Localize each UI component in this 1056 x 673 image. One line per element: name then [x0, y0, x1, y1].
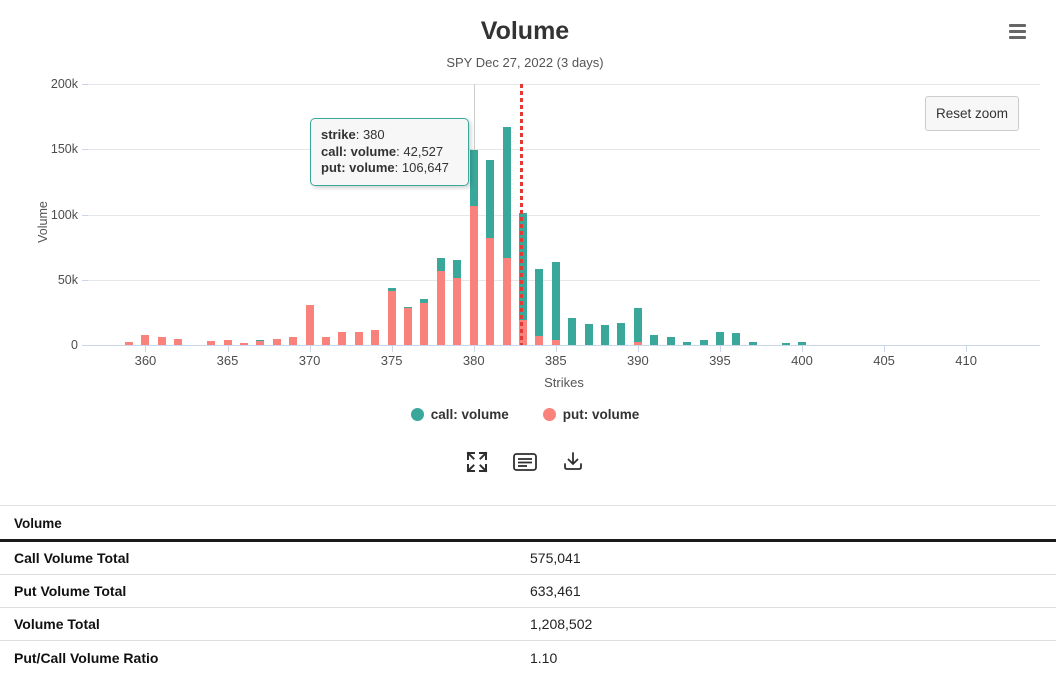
x-tick-label: 370	[298, 353, 321, 368]
put-bar[interactable]	[355, 331, 363, 345]
call-bar[interactable]	[519, 213, 527, 321]
put-bar[interactable]	[486, 237, 494, 345]
table-row: Volume Total 1,208,502	[0, 608, 1056, 641]
put-series-swatch	[542, 408, 556, 421]
y-tick-label: 50k	[57, 272, 78, 287]
call-bar[interactable]	[437, 258, 445, 271]
put-bar[interactable]	[158, 337, 166, 345]
put-bar[interactable]	[141, 334, 149, 345]
call-bar[interactable]	[420, 299, 428, 304]
put-bar[interactable]	[273, 339, 281, 345]
put-bar[interactable]	[634, 342, 642, 345]
table-row: Put Volume Total 633,461	[0, 575, 1056, 608]
table-row: Put/Call Volume Ratio 1.10	[14, 649, 558, 666]
x-tick-label: 400	[791, 353, 813, 368]
call-bar[interactable]	[634, 308, 642, 343]
put-bar[interactable]	[552, 340, 560, 345]
call-bar[interactable]	[256, 340, 264, 342]
call-bar[interactable]	[552, 262, 560, 341]
call-bar[interactable]	[650, 334, 658, 345]
put-bar[interactable]	[535, 335, 543, 345]
put-bar[interactable]	[503, 257, 511, 345]
call-bar[interactable]	[503, 127, 511, 258]
x-tick-label: 410	[955, 353, 977, 368]
call-bar[interactable]	[732, 333, 740, 345]
call-bar[interactable]	[716, 331, 724, 345]
call-bar[interactable]	[404, 306, 412, 308]
chart-toolbar	[0, 449, 1050, 475]
stats-table-header: Volume	[0, 506, 1056, 542]
put-bar[interactable]	[207, 341, 215, 345]
chart-tooltip: strike: 380 call: volume: 42,527 put: vo…	[310, 118, 469, 186]
call-bar[interactable]	[388, 287, 396, 292]
x-tick-label: 380	[462, 353, 485, 368]
volume-stats-table: Volume Call Volume Total 575,041 Put Vol…	[0, 505, 1056, 673]
call-bar[interactable]	[486, 159, 494, 238]
call-bar[interactable]	[782, 343, 790, 345]
y-tick-label: 150k	[50, 142, 78, 157]
x-tick-label: 375	[380, 353, 403, 368]
put-bar[interactable]	[224, 340, 232, 345]
call-bar[interactable]	[700, 340, 708, 345]
tooltip-strike-row: strike: 380	[321, 127, 385, 142]
call-bar[interactable]	[617, 322, 625, 345]
put-bar[interactable]	[470, 205, 478, 345]
call-bar[interactable]	[568, 317, 576, 345]
call-bar[interactable]	[453, 259, 461, 278]
hamburger-menu-icon[interactable]	[1009, 24, 1026, 39]
put-bar[interactable]	[256, 341, 264, 345]
call-bar[interactable]	[535, 269, 543, 336]
call-series-swatch	[410, 408, 424, 421]
put-bar[interactable]	[125, 342, 133, 345]
x-tick-label: 405	[873, 353, 895, 368]
expand-icon[interactable]	[464, 449, 490, 475]
put-bar[interactable]	[437, 270, 445, 345]
y-tick-label: 200k	[50, 77, 78, 91]
x-tick-label: 360	[134, 353, 157, 368]
put-bar[interactable]	[338, 331, 346, 345]
put-bar[interactable]	[388, 291, 396, 345]
put-bar[interactable]	[420, 303, 428, 345]
x-axis-title: Strikes	[544, 375, 584, 390]
reset-zoom-button[interactable]: Reset zoom	[925, 96, 1019, 131]
x-tick-label: 395	[709, 353, 731, 368]
chart-subtitle: SPY Dec 27, 2022 (3 days)	[446, 55, 604, 70]
call-bar[interactable]	[470, 150, 478, 206]
table-row: Call Volume Total 575,041	[0, 542, 1056, 575]
download-icon[interactable]	[560, 449, 586, 475]
call-bar[interactable]	[667, 337, 675, 345]
y-tick-label: 0	[71, 338, 78, 352]
put-bar[interactable]	[322, 336, 330, 345]
tooltip-call-row: call: volume: 42,527	[321, 143, 444, 159]
x-tick-label: 390	[627, 353, 649, 368]
put-bar[interactable]	[519, 320, 527, 345]
notes-icon[interactable]	[512, 449, 538, 475]
put-bar[interactable]	[453, 277, 461, 345]
put-bar[interactable]	[289, 337, 297, 345]
page-title: Volume	[480, 17, 570, 45]
call-bar[interactable]	[601, 325, 609, 345]
call-bar[interactable]	[798, 341, 806, 345]
put-bar[interactable]	[306, 304, 314, 345]
put-bar[interactable]	[404, 307, 412, 345]
chart-legend: call: volume put: volume	[0, 407, 1050, 422]
call-bar[interactable]	[585, 324, 593, 345]
y-tick-label: 100k	[50, 207, 78, 222]
legend-item-put[interactable]: put: volume	[542, 407, 639, 422]
x-tick-label: 365	[216, 353, 239, 368]
x-tick-label: 385	[544, 353, 567, 368]
put-bar[interactable]	[174, 339, 182, 345]
put-bar[interactable]	[371, 329, 379, 345]
legend-item-call[interactable]: call: volume	[410, 407, 509, 422]
chart-plot-area[interactable]: Volume Strikes 0 50k 100k 150k 200k 360 365 370…	[0, 0, 1056, 400]
call-bar[interactable]	[683, 342, 691, 345]
put-bar[interactable]	[240, 342, 248, 345]
call-bar[interactable]	[749, 341, 757, 345]
tooltip-put-row: put: volume: 106,647	[321, 160, 449, 175]
